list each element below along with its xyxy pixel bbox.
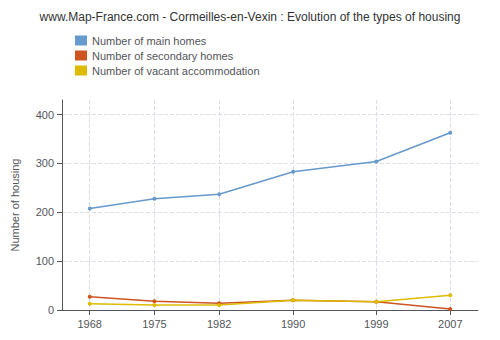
svg-text:1982: 1982 [207,318,231,330]
svg-text:Number of main homes: Number of main homes [92,35,207,47]
svg-text:1968: 1968 [77,318,101,330]
svg-text:2007: 2007 [438,318,462,330]
svg-text:www.Map-France.com - Cormeille: www.Map-France.com - Cormeilles-en-Vexin… [39,10,461,24]
svg-text:Number of vacant accommodation: Number of vacant accommodation [92,65,260,77]
svg-text:200: 200 [36,206,54,218]
svg-text:400: 400 [36,109,54,121]
svg-text:1999: 1999 [364,318,388,330]
svg-text:Number of housing: Number of housing [9,159,21,252]
svg-text:300: 300 [36,157,54,169]
svg-text:0: 0 [48,304,54,316]
svg-text:Number of secondary homes: Number of secondary homes [92,50,234,62]
svg-text:1975: 1975 [142,318,166,330]
svg-text:100: 100 [36,255,54,267]
svg-text:1990: 1990 [281,318,305,330]
